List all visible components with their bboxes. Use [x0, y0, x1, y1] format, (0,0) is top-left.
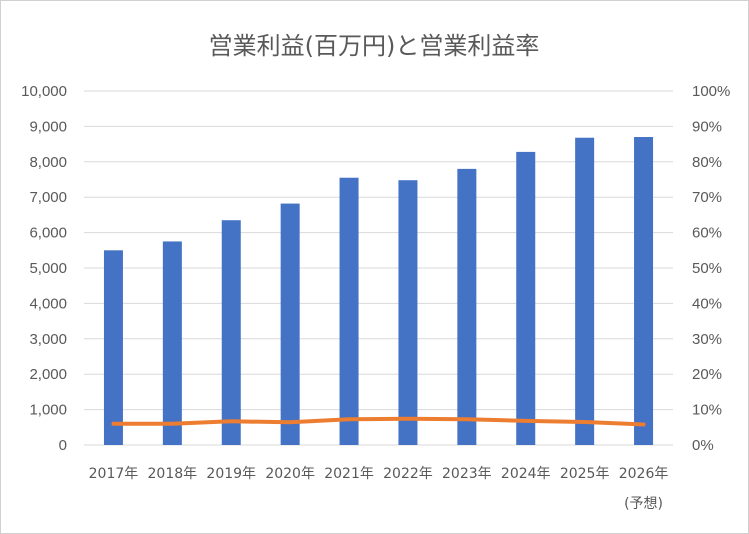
left-axis-labels: 0 1,000 2,000 3,000 4,000 5,000 6,000 7,000 8,00… — [21, 83, 67, 454]
x-tick-label: 2021年 — [324, 466, 374, 482]
left-tick-label: 10,000 — [21, 83, 67, 100]
right-tick-label: 70% — [692, 189, 722, 206]
line-point-2019年 — [230, 420, 232, 422]
right-tick-label: 20% — [692, 366, 722, 383]
left-tick-label: 9,000 — [29, 118, 67, 135]
right-tick-label: 90% — [692, 118, 722, 135]
left-tick-label: 5,000 — [29, 260, 67, 277]
right-tick-label: 80% — [692, 154, 722, 171]
right-tick-label: 40% — [692, 295, 722, 312]
gridlines — [84, 90, 673, 446]
left-tick-label: 8,000 — [29, 154, 67, 171]
x-tick-label: 2023年 — [442, 466, 492, 482]
line-point-2026年 — [643, 423, 645, 425]
right-axis-labels: 0% 10% 20% 30% 40% 50% 60% 70% 80% 90% 100% — [692, 83, 730, 454]
line-point-2022年 — [407, 418, 409, 420]
right-tick-label: 30% — [692, 331, 722, 348]
left-tick-label: 1,000 — [29, 402, 67, 419]
right-tick-label: 100% — [692, 83, 730, 100]
left-tick-label: 6,000 — [29, 225, 67, 242]
bar-2025年 — [575, 137, 595, 445]
line-point-2020年 — [289, 421, 291, 423]
line-series — [111, 416, 646, 427]
bar-2018年 — [162, 241, 182, 445]
x-tick-note: (予想) — [624, 496, 663, 512]
bar-2019年 — [221, 220, 241, 445]
line-point-2024年 — [525, 420, 527, 422]
chart-title: 営業利益(百万円)と営業利益率 — [209, 32, 540, 60]
right-tick-label: 10% — [692, 402, 722, 419]
bar-series — [103, 137, 654, 446]
line-point-2025年 — [584, 421, 586, 423]
x-tick-label: 2025年 — [560, 466, 610, 482]
left-tick-label: 0 — [59, 437, 67, 454]
bar-2020年 — [280, 203, 300, 445]
right-tick-label: 50% — [692, 260, 722, 277]
x-tick-label: 2022年 — [383, 466, 433, 482]
x-axis-labels: 2017年 2018年 2019年 2020年 2021年 2022年 2023年 2024年… — [89, 466, 669, 512]
x-tick-label: 2018年 — [148, 466, 198, 482]
bar-2024年 — [516, 151, 536, 445]
right-tick-label: 0% — [692, 437, 714, 454]
right-tick-label: 60% — [692, 225, 722, 242]
bar-2021年 — [339, 177, 359, 446]
x-tick-label: 2026年 — [619, 466, 669, 482]
margin-line — [111, 416, 646, 427]
left-tick-label: 4,000 — [29, 295, 67, 312]
left-tick-label: 2,000 — [29, 366, 67, 383]
left-tick-label: 7,000 — [29, 189, 67, 206]
bar-2023年 — [457, 168, 477, 445]
bar-2022年 — [398, 180, 418, 445]
bar-2017年 — [103, 250, 123, 445]
x-tick-label: 2019年 — [206, 466, 256, 482]
x-tick-label: 2024年 — [501, 466, 551, 482]
x-tick-label: 2020年 — [265, 466, 315, 482]
left-tick-label: 3,000 — [29, 331, 67, 348]
line-point-2023年 — [466, 418, 468, 420]
bar-2026年 — [634, 137, 654, 445]
x-tick-label: 2017年 — [89, 466, 139, 482]
line-point-2021年 — [348, 418, 350, 420]
line-point-2018年 — [171, 423, 173, 425]
line-point-2017年 — [112, 423, 114, 425]
